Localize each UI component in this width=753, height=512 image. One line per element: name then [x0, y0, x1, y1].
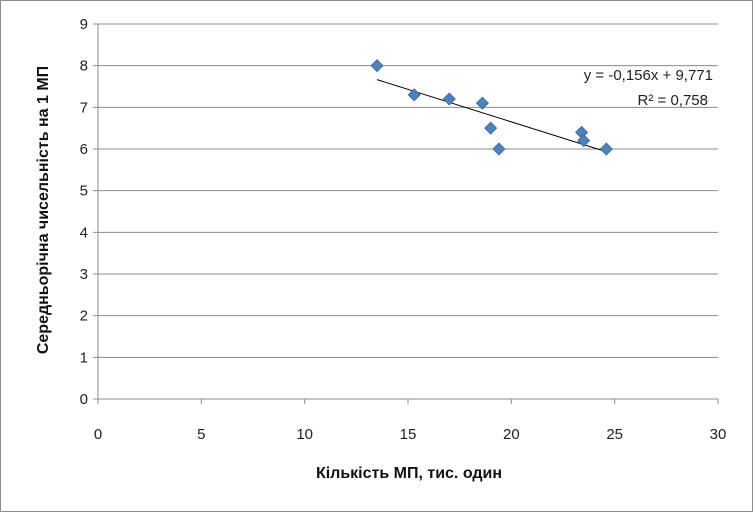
r-squared-label: R² = 0,758	[638, 92, 708, 109]
data-point	[484, 121, 498, 135]
y-tick-label: 2	[80, 308, 88, 325]
y-tick-label: 9	[80, 16, 88, 33]
data-point	[599, 142, 613, 156]
axes	[93, 23, 719, 404]
trendline-equation: y = -0,156x + 9,771	[584, 67, 713, 84]
data-point	[475, 96, 489, 110]
data-point	[370, 59, 384, 73]
y-tick-label: 3	[80, 266, 88, 283]
y-tick-label: 4	[80, 224, 88, 241]
data-point	[407, 88, 421, 102]
x-tick-label: 25	[606, 426, 623, 443]
trendline-group	[376, 79, 607, 153]
y-tick-label: 1	[80, 349, 88, 366]
trendline	[376, 79, 607, 153]
y-tick-label: 5	[80, 183, 88, 200]
y-tick-label: 7	[80, 99, 88, 116]
x-tick-labels: 0 5 10 15 20 25 30	[94, 426, 727, 443]
data-points	[370, 59, 613, 156]
x-axis-title: Кількість МП, тис. один	[316, 465, 502, 482]
gridlines	[98, 23, 718, 358]
x-tick-label: 10	[296, 426, 313, 443]
data-point	[442, 92, 456, 106]
data-point	[577, 134, 591, 148]
x-tick-label: 0	[94, 426, 102, 443]
x-tick-label: 20	[503, 426, 520, 443]
y-tick-label: 8	[80, 58, 88, 75]
data-point	[492, 142, 506, 156]
y-tick-labels: 0 1 2 3 4 5 6 7 8 9	[80, 16, 88, 408]
x-tick-label: 5	[197, 426, 205, 443]
y-tick-label: 6	[80, 141, 88, 158]
x-tick-label: 30	[710, 426, 727, 443]
y-axis-title: Середньорічна чисельність на 1 МП	[35, 66, 52, 354]
y-tick-label: 0	[80, 391, 88, 408]
x-tick-label: 15	[400, 426, 417, 443]
